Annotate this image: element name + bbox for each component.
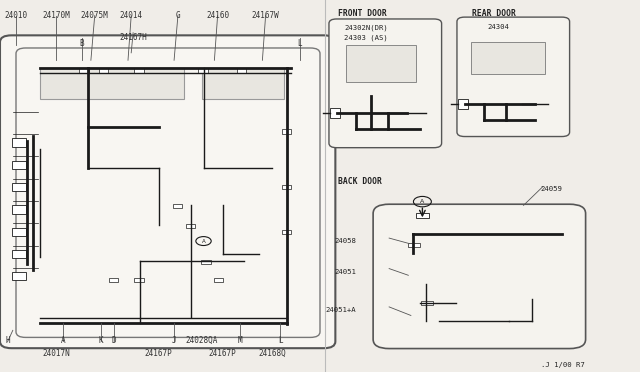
Text: 24059: 24059	[541, 186, 563, 192]
Text: 24302N(DR): 24302N(DR)	[344, 24, 388, 31]
Text: B: B	[79, 39, 84, 48]
Text: M: M	[237, 336, 243, 345]
Bar	[109, 278, 118, 282]
Bar	[12, 183, 26, 191]
Bar	[202, 68, 284, 99]
Text: K: K	[99, 336, 104, 345]
Bar	[79, 68, 89, 73]
Text: 24167H: 24167H	[119, 33, 147, 42]
Text: L: L	[278, 336, 283, 345]
Bar	[346, 45, 416, 82]
Bar	[408, 243, 420, 247]
Text: 24028QA: 24028QA	[186, 336, 218, 345]
Text: 24075M: 24075M	[81, 11, 109, 20]
Text: A: A	[60, 336, 65, 345]
Text: 24303 (AS): 24303 (AS)	[344, 34, 388, 41]
Text: 24017N: 24017N	[42, 349, 70, 358]
Bar	[282, 230, 291, 234]
Text: J: J	[172, 336, 177, 345]
Bar	[237, 68, 246, 73]
Bar	[99, 68, 108, 73]
Bar	[201, 260, 211, 264]
Bar	[12, 205, 26, 214]
Text: BACK DOOR: BACK DOOR	[338, 177, 382, 186]
Text: 24014: 24014	[120, 11, 143, 20]
Text: D: D	[111, 336, 116, 345]
Text: 24051+A: 24051+A	[325, 307, 356, 313]
Text: A: A	[420, 199, 424, 204]
Text: 24160: 24160	[206, 11, 229, 20]
Bar	[282, 185, 291, 189]
Text: .J 1/00 R7: .J 1/00 R7	[541, 362, 584, 368]
Bar	[12, 250, 26, 258]
FancyBboxPatch shape	[373, 204, 586, 349]
Text: 24058: 24058	[334, 238, 356, 244]
Text: 24167P: 24167P	[145, 349, 173, 358]
Bar	[416, 213, 429, 218]
Bar	[282, 129, 291, 134]
Bar	[134, 68, 144, 73]
FancyBboxPatch shape	[329, 19, 442, 148]
Bar	[458, 99, 468, 109]
Text: 24168Q: 24168Q	[258, 349, 286, 358]
Bar	[198, 68, 208, 73]
Text: A: A	[202, 238, 205, 244]
FancyBboxPatch shape	[457, 17, 570, 137]
Text: 24167P: 24167P	[209, 349, 237, 358]
Bar	[214, 278, 223, 282]
Text: 24304: 24304	[488, 24, 509, 30]
Bar	[330, 108, 340, 118]
FancyBboxPatch shape	[0, 35, 335, 348]
Bar	[186, 224, 195, 228]
Text: REAR DOOR: REAR DOOR	[472, 9, 516, 18]
Bar	[134, 278, 144, 282]
Text: 24010: 24010	[4, 11, 28, 20]
Text: 24167W: 24167W	[252, 11, 280, 20]
Bar	[12, 228, 26, 236]
Text: FRONT DOOR: FRONT DOOR	[338, 9, 387, 18]
Bar	[12, 161, 26, 169]
Bar	[40, 68, 184, 99]
Text: 24051: 24051	[334, 269, 356, 275]
Text: G: G	[175, 11, 180, 20]
Text: L: L	[297, 39, 302, 48]
Bar	[12, 272, 26, 280]
Text: 24170M: 24170M	[42, 11, 70, 20]
Bar	[471, 42, 545, 74]
Bar	[12, 138, 26, 147]
Bar	[421, 301, 433, 305]
Bar	[173, 204, 182, 208]
Text: H: H	[5, 336, 10, 345]
